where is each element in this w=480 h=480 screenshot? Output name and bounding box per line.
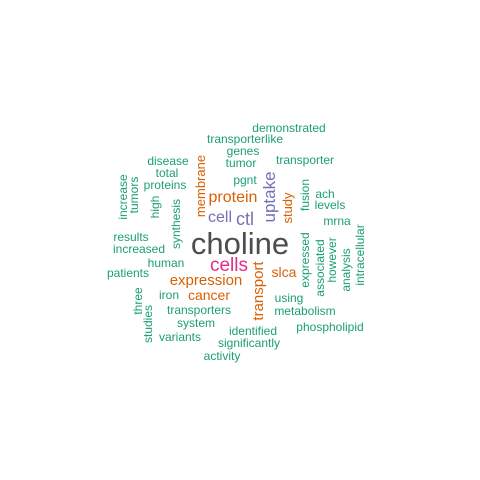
- word-transport: transport: [250, 261, 267, 321]
- word-synthesis: synthesis: [169, 199, 183, 249]
- word-high: high: [148, 196, 162, 219]
- word-analysis: analysis: [339, 248, 353, 291]
- word-transporters: transporters: [167, 303, 231, 317]
- word-increase: increase: [116, 174, 130, 220]
- word-disease: disease: [147, 154, 189, 168]
- word-tumor: tumor: [226, 156, 257, 170]
- word-slca: slca: [272, 264, 297, 280]
- word-studies: studies: [141, 305, 155, 343]
- word-transporter: transporter: [276, 153, 334, 167]
- word-metabolism: metabolism: [274, 304, 335, 318]
- word-human: human: [148, 256, 185, 270]
- word-ctl: ctl: [236, 209, 254, 229]
- word-patients: patients: [107, 266, 149, 280]
- word-cancer: cancer: [188, 287, 230, 303]
- word-levels: levels: [315, 198, 346, 212]
- word-increased: increased: [113, 242, 165, 256]
- word-genes: genes: [227, 144, 260, 158]
- word-intracellular: intracellular: [353, 224, 367, 285]
- word-fusion: fusion: [298, 179, 312, 211]
- word-cells: cells: [210, 255, 248, 276]
- word-associated: associated: [313, 239, 327, 296]
- word-choline: choline: [191, 226, 289, 261]
- word-study: study: [280, 192, 295, 224]
- word-uptake: uptake: [260, 171, 279, 222]
- word-transporterlike: transporterlike: [207, 132, 283, 146]
- word-demonstrated: demonstrated: [252, 121, 325, 135]
- word-protein: protein: [209, 189, 258, 206]
- word-pgnt: pgnt: [233, 173, 257, 187]
- word-iron: iron: [159, 288, 179, 302]
- word-variants: variants: [159, 330, 201, 344]
- word-activity: activity: [204, 349, 241, 363]
- word-total: total: [156, 166, 179, 180]
- word-mrna: mrna: [323, 214, 351, 228]
- word-membrane: membrane: [193, 155, 208, 217]
- word-proteins: proteins: [144, 178, 187, 192]
- word-results: results: [113, 230, 148, 244]
- word-system: system: [177, 316, 215, 330]
- word-phospholipid: phospholipid: [296, 320, 363, 334]
- word-expressed: expressed: [298, 232, 312, 287]
- word-using: using: [275, 291, 304, 305]
- word-expression: expression: [170, 272, 243, 289]
- word-three: three: [131, 287, 145, 315]
- word-identified: identified: [229, 324, 277, 338]
- word-ach: ach: [315, 187, 334, 201]
- word-significantly: significantly: [218, 336, 280, 350]
- word-tumors: tumors: [127, 177, 141, 214]
- word-however: however: [325, 237, 339, 282]
- word-cell: cell: [208, 209, 232, 226]
